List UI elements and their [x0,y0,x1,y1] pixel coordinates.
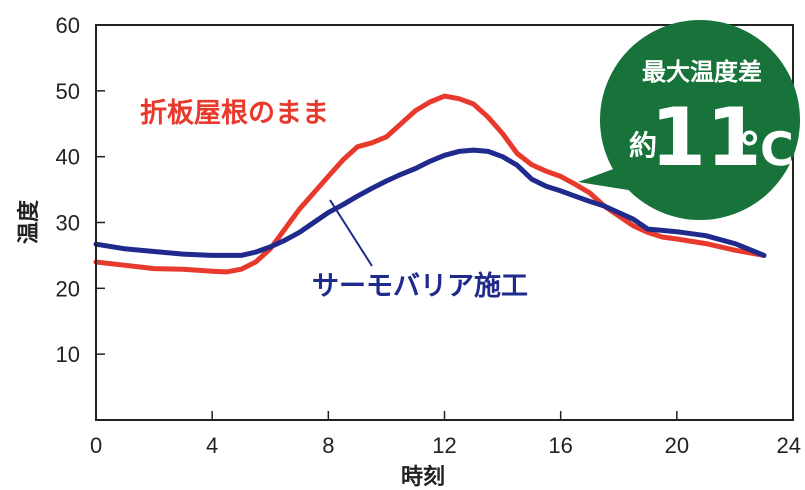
max-diff-bubble: 最大温度差 約 11 ℃ [578,20,800,220]
x-tick-label: 24 [777,433,801,458]
series-line-thermo-barrier [93,147,767,258]
x-tick-label: 12 [432,433,456,458]
y-tick-label: 50 [56,79,80,104]
x-tick-label: 16 [548,433,572,458]
x-tick-label: 20 [665,433,689,458]
x-tick-label: 8 [322,433,334,458]
series-leader-line [329,199,373,267]
series-line-orig-roof [93,93,767,275]
y-tick-label: 10 [56,342,80,367]
bubble-unit: ℃ [738,122,794,176]
bubble-value: 11 [650,91,761,184]
x-axis-title: 時刻 [401,464,445,490]
plot-area-frame [95,24,794,421]
bubble-circle [600,20,800,220]
x-tick-label: 0 [90,433,102,458]
bubble-title: 最大温度差 [642,58,762,86]
series-label-orig-roof: 折板屋根のまま [140,98,329,129]
y-tick-label: 60 [56,13,80,38]
y-tick-label: 20 [56,276,80,301]
y-axis-title: 温度 [16,199,42,244]
series-lines [93,93,767,275]
bubble-prefix: 約 [629,129,657,162]
tick-labels: 10 20 30 40 50 60 0 4 8 12 16 20 24 [56,13,801,458]
y-tick-label: 30 [56,211,80,236]
x-tick-label: 4 [206,433,218,458]
series-label-thermo-barrier: サーモバリア施工 [312,271,528,302]
y-tick-label: 40 [56,145,80,170]
